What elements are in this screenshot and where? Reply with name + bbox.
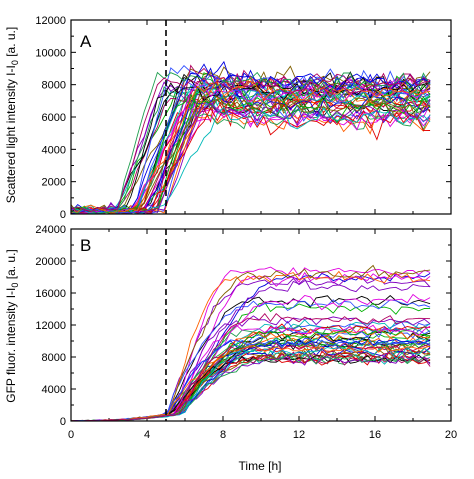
panel-a: 0 2000 4000 6000 8000 10000 12000 A Scattered …	[4, 15, 452, 221]
y-tick-label: 0	[60, 209, 66, 221]
panel-b-series-line	[71, 353, 431, 422]
panel-a-series-line	[70, 93, 431, 214]
panel-a-series-line	[70, 76, 431, 214]
panel-b-xlabel: Time [h]	[239, 459, 282, 473]
y-tick-label: 6000	[42, 112, 66, 124]
y-tick-label: 10000	[35, 47, 66, 59]
y-tick-label: 24000	[35, 224, 66, 236]
panel-b-series-group	[70, 264, 431, 422]
panel-a-series-group	[70, 60, 431, 215]
panel-a-series-line	[70, 106, 431, 215]
y-tick-label: 0	[60, 416, 66, 428]
panel-b-label: B	[80, 236, 91, 255]
panel-b-plot-frame	[70, 228, 452, 422]
panel-b-ylabel-subscript: 0	[10, 283, 20, 288]
panel-b-series-line	[70, 342, 431, 422]
panel-b-ticks: 0 4000 8000 12000 16000 20000 24000 0 4 8 12 16 20	[35, 224, 457, 441]
panel-b-series-line	[71, 312, 431, 422]
panel-b-series-line	[70, 354, 431, 422]
panel-a-series-line	[70, 95, 431, 215]
y-tick-label: 12000	[35, 320, 66, 332]
panel-b-xlabel-unit: [h]	[268, 459, 281, 473]
panel-b: 0 4000 8000 12000 16000 20000 24000 0 4 8 12 16 20 B…	[4, 224, 457, 473]
y-tick-label: 2000	[42, 177, 66, 189]
panel-b-series-line	[70, 354, 431, 422]
panel-a-ylabel-main: Scattered light intensity I-I	[4, 65, 18, 203]
panel-a-ylabel-subscript: 0	[10, 60, 20, 65]
y-tick-label: 8000	[42, 80, 66, 92]
panel-b-ylabel-unit: [a. u.]	[4, 249, 18, 279]
panel-a-series-line	[70, 71, 431, 215]
panel-a-ylabel-unit: [a. u.]	[4, 27, 18, 57]
panel-a-ylabel: Scattered light intensity I-I0 [a. u.]	[4, 27, 20, 203]
y-tick-label: 8000	[42, 352, 66, 364]
y-tick-label: 16000	[35, 288, 66, 300]
panel-a-plot-frame	[70, 19, 452, 215]
panel-a-series-line	[70, 85, 431, 214]
panel-a-series-line	[70, 75, 431, 215]
x-tick-label: 16	[369, 429, 381, 441]
panel-a-label: A	[80, 32, 92, 51]
panel-b-ylabel: GFP fluor. intensity I-I0 [a. u.]	[4, 249, 20, 403]
x-tick-label: 0	[68, 429, 74, 441]
y-tick-label: 4000	[42, 384, 66, 396]
x-tick-label: 20	[445, 429, 457, 441]
panel-b-ylabel-main: GFP fluor. intensity I-I	[4, 288, 18, 403]
x-tick-label: 8	[220, 429, 226, 441]
y-tick-label: 12000	[35, 15, 66, 27]
y-tick-label: 20000	[35, 256, 66, 268]
x-tick-label: 4	[144, 429, 150, 441]
x-tick-label: 12	[293, 429, 305, 441]
panel-a-series-line	[70, 99, 431, 215]
panel-a-series-line	[70, 72, 431, 212]
panel-a-series-line	[70, 76, 431, 214]
panel-b-series-line	[70, 323, 431, 422]
panel-a-ticks: 0 2000 4000 6000 8000 10000 12000	[35, 15, 452, 221]
panel-a-series-line	[70, 81, 431, 213]
panel-b-xlabel-main: Time	[239, 459, 266, 473]
y-tick-label: 4000	[42, 144, 66, 156]
